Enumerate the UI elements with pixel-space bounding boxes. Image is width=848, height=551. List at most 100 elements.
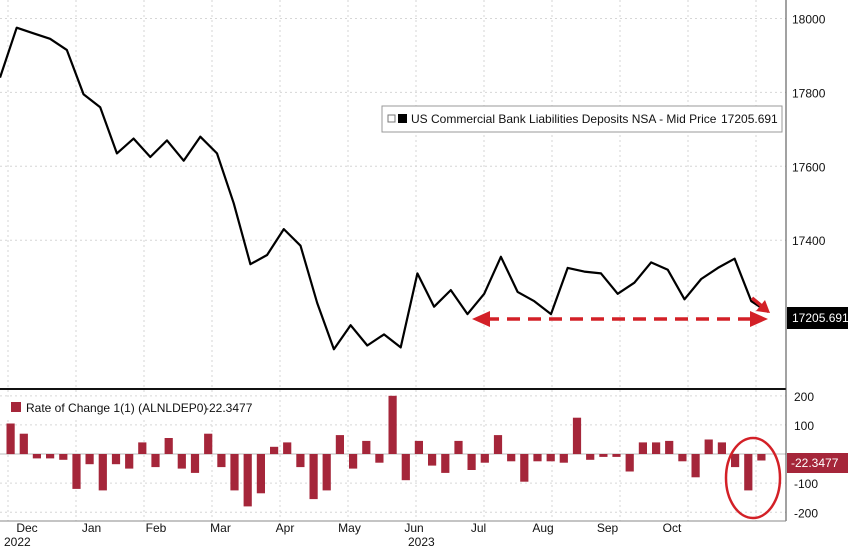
roc-legend-swatch-icon xyxy=(11,402,21,412)
legend-toggle-icon xyxy=(387,114,396,123)
roc-bar xyxy=(480,454,489,463)
upper-y-tick-label: 18000 xyxy=(792,12,826,26)
roc-bar xyxy=(309,454,318,500)
roc-bar xyxy=(572,417,582,455)
roc-bar xyxy=(6,423,15,455)
roc-bar xyxy=(599,454,608,457)
roc-bar xyxy=(164,438,173,454)
roc-bar xyxy=(625,454,634,472)
roc-bar xyxy=(533,454,542,462)
x-tick-label: Apr xyxy=(276,521,295,535)
roc-bar xyxy=(243,454,252,507)
roc-bar xyxy=(507,454,516,462)
x-tick-label: Aug xyxy=(532,521,553,535)
roc-bar xyxy=(375,454,384,463)
roc-bar xyxy=(612,454,621,457)
roc-bar xyxy=(454,440,463,454)
roc-last-value-box: -22.3477 xyxy=(787,453,848,473)
roc-bar xyxy=(441,454,450,473)
dashed-arrow-annotation xyxy=(472,311,768,327)
roc-bar xyxy=(744,454,753,491)
roc-bar xyxy=(731,454,740,468)
x-tick-label: Jul xyxy=(471,521,486,535)
roc-bar xyxy=(428,454,437,466)
roc-bar xyxy=(85,454,94,465)
roc-bar xyxy=(546,454,555,462)
price-last-value: 17205.691 xyxy=(792,311,848,325)
x-tick-label: May xyxy=(338,521,361,535)
roc-bar xyxy=(111,454,121,465)
roc-bar xyxy=(46,454,55,459)
x-tick-label: Mar xyxy=(210,521,231,535)
roc-bar xyxy=(467,454,476,470)
roc-legend: Rate of Change 1(1) (ALNLDEP0) -22.3477 xyxy=(4,397,260,419)
roc-bar xyxy=(270,446,279,455)
upper-y-tick-label: 17600 xyxy=(792,160,826,174)
roc-bar xyxy=(138,442,147,454)
roc-bar xyxy=(296,454,305,468)
roc-bar xyxy=(19,433,28,455)
x-tick-label: Sep xyxy=(597,521,619,535)
upper-y-tick-label: 17800 xyxy=(792,86,826,100)
roc-bar xyxy=(59,454,68,460)
roc-bar xyxy=(177,454,186,469)
x-axis: Dec Jan Feb Mar Apr May Jun Jul Aug Sep Oct xyxy=(16,521,682,535)
x-tick-label: Jan xyxy=(82,521,101,535)
roc-bar xyxy=(72,454,81,489)
roc-bar xyxy=(652,442,661,454)
roc-last-value: -22.3477 xyxy=(791,456,839,470)
roc-bar xyxy=(493,435,503,454)
roc-bar xyxy=(520,454,529,482)
lower-y-tick-label: -100 xyxy=(794,477,818,491)
lower-y-axis: -200 -100 100 200 xyxy=(794,390,818,520)
roc-bar xyxy=(151,454,160,468)
roc-bar xyxy=(283,442,292,454)
roc-legend-label: Rate of Change 1(1) (ALNLDEP0) xyxy=(26,401,207,415)
roc-bar xyxy=(32,454,41,459)
roc-bar xyxy=(559,454,568,463)
lower-y-tick-label: 100 xyxy=(794,419,814,433)
roc-bar xyxy=(362,440,371,454)
price-series-line xyxy=(0,26,769,351)
roc-bar xyxy=(230,454,239,491)
roc-bar xyxy=(335,435,344,454)
legend-swatch-icon xyxy=(398,114,407,123)
price-legend-label: US Commercial Bank Liabilities Deposits … xyxy=(411,112,717,126)
roc-bar xyxy=(757,454,766,461)
roc-bar xyxy=(217,454,226,468)
upper-y-tick-label: 17400 xyxy=(792,234,826,248)
price-legend-value: 17205.691 xyxy=(721,112,778,126)
roc-bar xyxy=(414,440,423,454)
x-tick-label: Oct xyxy=(663,521,682,535)
roc-bar xyxy=(204,433,213,455)
lower-y-tick-label: -200 xyxy=(794,506,818,520)
circle-annotation xyxy=(724,436,782,520)
roc-bars xyxy=(6,395,766,507)
roc-bar xyxy=(388,395,397,454)
lower-y-tick-label: 200 xyxy=(794,390,814,404)
x-tick-label: Dec xyxy=(16,521,37,535)
upper-y-axis: 17400 17600 17800 18000 xyxy=(792,12,826,248)
roc-bar xyxy=(586,454,595,460)
roc-legend-value: -22.3477 xyxy=(205,401,253,415)
price-last-value-box: 17205.691 xyxy=(787,307,848,329)
roc-bar xyxy=(401,454,410,481)
roc-bar xyxy=(704,439,713,455)
roc-bar xyxy=(256,454,265,494)
roc-bar xyxy=(678,454,687,462)
roc-bar xyxy=(717,442,726,454)
roc-bar xyxy=(190,454,200,473)
upper-grid xyxy=(0,0,786,388)
roc-bar xyxy=(691,454,700,478)
x-year-2023: 2023 xyxy=(408,535,435,549)
roc-bar xyxy=(638,442,647,454)
price-legend: US Commercial Bank Liabilities Deposits … xyxy=(381,105,783,133)
x-tick-label: Feb xyxy=(146,521,167,535)
x-year-2022: 2022 xyxy=(4,535,31,549)
roc-bar xyxy=(349,454,358,469)
roc-bar xyxy=(322,454,331,491)
x-tick-label: Jun xyxy=(404,521,423,535)
roc-bar xyxy=(665,440,674,454)
roc-bar xyxy=(125,454,134,469)
